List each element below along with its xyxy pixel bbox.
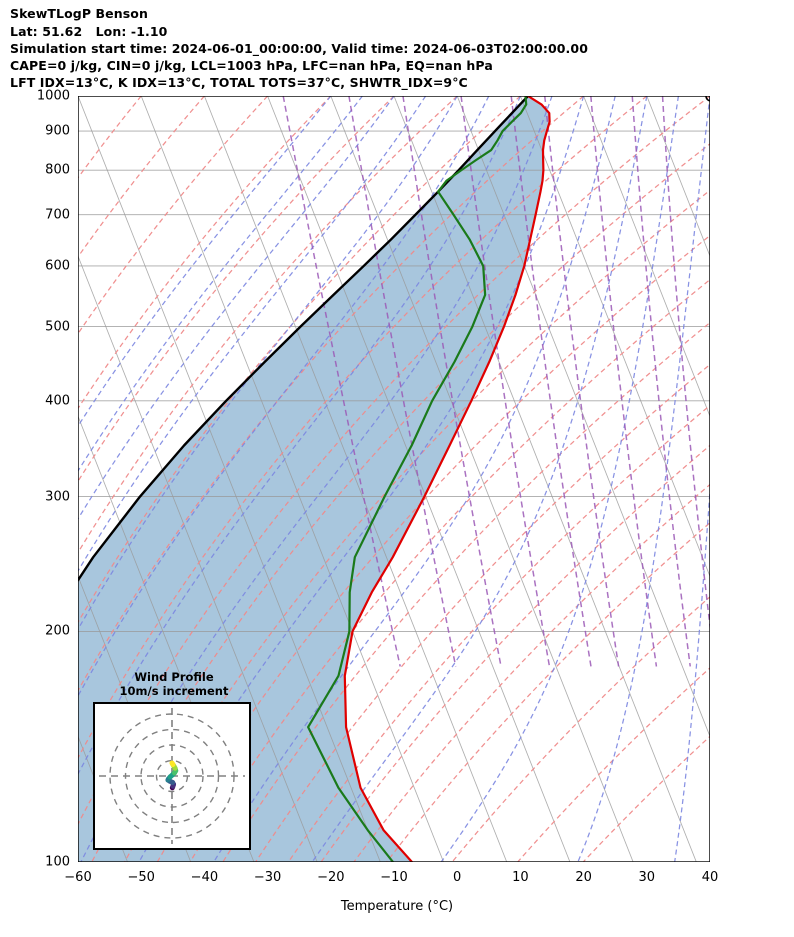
cape-line: CAPE=0 j/kg, CIN=0 j/kg, LCL=1003 hPa, L… — [10, 58, 493, 73]
x-tick-label: −40 — [190, 870, 219, 885]
y-tick-label: 900 — [45, 123, 70, 139]
x-axis-title: Temperature (°C) — [340, 899, 454, 914]
x-tick-label: 30 — [638, 870, 656, 885]
y-tick-label: 500 — [45, 319, 70, 335]
x-tick-label: 20 — [575, 870, 592, 885]
x-tick-label: 10 — [512, 870, 529, 885]
location-line: Lat: 51.62 Lon: -1.10 — [10, 24, 168, 39]
hodograph-svg — [93, 702, 251, 850]
x-tick-label: −50 — [127, 870, 155, 885]
hodograph-inset — [93, 702, 251, 850]
y-tick-label: 1000 — [36, 88, 70, 104]
x-tick-label: 40 — [701, 870, 719, 885]
hodograph-title-line1: Wind Profile — [134, 670, 214, 684]
dry-adiabat-layer — [78, 96, 710, 862]
y-tick-label: 400 — [45, 393, 70, 409]
chart-title: SkewTLogP Benson — [10, 6, 148, 21]
y-axis-title: Pressure (hPa) — [0, 386, 1, 479]
y-tick-label: 200 — [45, 623, 70, 639]
x-tick-label: −60 — [64, 870, 92, 885]
moist-adiabat-layer — [78, 96, 710, 862]
x-tick-label: 0 — [453, 870, 462, 885]
indices-line: LFT IDX=13°C, K IDX=13°C, TOTAL TOTS=37°… — [10, 75, 468, 90]
y-tick-label: 800 — [45, 162, 70, 178]
hodograph-title-line2: 10m/s increment — [119, 684, 229, 698]
dewpoint-curve-layer — [307, 96, 528, 862]
x-tick-label: −30 — [253, 870, 282, 885]
x-tick-label: −20 — [317, 870, 345, 885]
y-tick-label: 100 — [45, 854, 70, 870]
hodograph-trace — [165, 760, 179, 791]
y-tick-label: 300 — [45, 489, 70, 505]
temperature-curve-layer — [343, 96, 551, 862]
isotherm-layer — [78, 96, 710, 862]
y-tick-label: 600 — [45, 258, 70, 274]
hodograph-title: Wind Profile 10m/s increment — [120, 670, 229, 698]
y-tick-label: 700 — [45, 207, 70, 223]
parcel-path-layer — [78, 96, 530, 583]
x-tick-label: −10 — [380, 870, 408, 885]
mixing-ratio-layer — [282, 96, 710, 667]
time-line: Simulation start time: 2024-06-01_00:00:… — [10, 41, 588, 56]
spread-shading-layer — [78, 96, 550, 862]
